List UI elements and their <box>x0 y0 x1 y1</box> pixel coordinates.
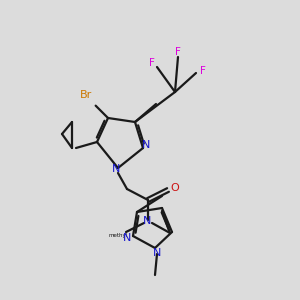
Text: F: F <box>175 47 181 57</box>
Text: F: F <box>200 66 206 76</box>
Text: N: N <box>142 140 150 150</box>
Text: N: N <box>143 216 151 226</box>
Text: F: F <box>149 58 155 68</box>
Text: O: O <box>171 183 179 193</box>
Text: methyl: methyl <box>108 233 128 238</box>
Text: Br: Br <box>80 90 92 100</box>
Text: N: N <box>112 164 120 174</box>
Text: N: N <box>153 248 161 258</box>
Text: N: N <box>123 233 131 243</box>
